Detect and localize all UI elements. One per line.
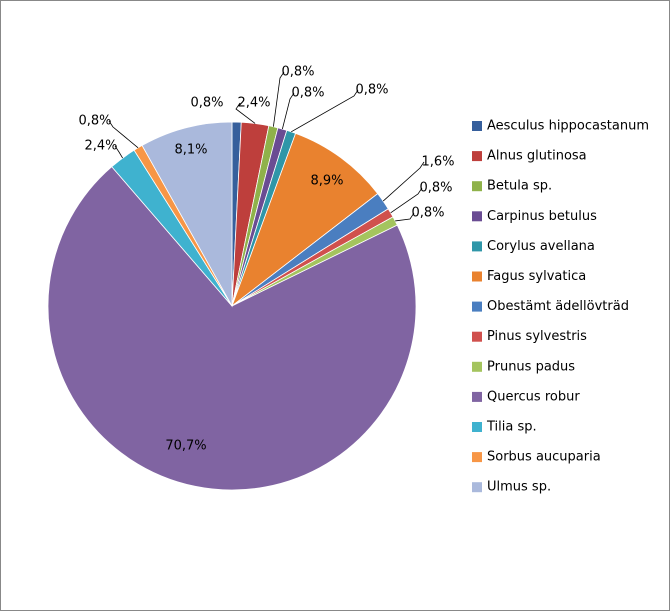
data-label: 8,1% (174, 143, 207, 158)
leader-line (272, 71, 285, 127)
leader-line (108, 120, 139, 149)
legend-label: Prunus padus (487, 359, 575, 374)
legend-swatch (472, 331, 482, 342)
leader-line (395, 212, 415, 222)
pie-slice (231, 132, 379, 308)
data-label: 1,6% (421, 155, 454, 170)
data-label: 0,8% (78, 114, 111, 129)
data-label: 0,8% (190, 96, 223, 111)
data-label: 0,8% (355, 83, 388, 98)
leader-line (114, 145, 123, 159)
legend-label: Pinus sylvestris (487, 329, 587, 344)
legend-swatch (472, 241, 482, 252)
legend-label: Fagus sylvatica (487, 269, 586, 284)
legend-label: Alnus glutinosa (487, 149, 587, 164)
leader-line (281, 92, 295, 130)
data-label: 0,8% (281, 65, 314, 80)
leader-line (291, 89, 359, 133)
legend-label: Carpinus betulus (487, 209, 597, 224)
legend-swatch (472, 361, 482, 372)
legend-swatch (472, 482, 482, 493)
data-label: 0,8% (419, 181, 452, 196)
data-label: 2,4% (84, 139, 117, 154)
legend-label: Tilia sp. (486, 420, 537, 435)
leader-line (382, 161, 425, 202)
legend-label: Betula sp. (487, 179, 552, 194)
legend-swatch (472, 211, 482, 222)
pie-slice (141, 121, 233, 308)
legend-label: Sorbus aucuparia (487, 450, 601, 465)
legend-label: Quercus robur (487, 389, 580, 404)
legend-label: Obestämt ädellövträd (487, 299, 629, 314)
pie-slice (47, 166, 417, 491)
data-label: 2,4% (237, 96, 270, 111)
legend-label: Aesculus hippocastanum (487, 119, 649, 134)
legend-swatch (472, 422, 482, 432)
legend-swatch (472, 301, 482, 312)
legend-swatch (472, 151, 482, 162)
legend-swatch (472, 391, 482, 402)
legend-swatch (472, 121, 482, 131)
data-label: 8,9% (310, 174, 343, 189)
legend-swatch (472, 452, 482, 463)
legend-label: Ulmus sp. (487, 480, 551, 495)
legend-swatch (472, 271, 482, 282)
leader-line (390, 187, 423, 214)
data-label: 0,8% (291, 86, 324, 101)
leader-line (235, 102, 256, 124)
data-label: 0,8% (411, 206, 444, 221)
legend-label: Corylus avellana (487, 239, 595, 254)
data-label: 70,7% (165, 439, 206, 454)
legend-swatch (472, 181, 482, 192)
